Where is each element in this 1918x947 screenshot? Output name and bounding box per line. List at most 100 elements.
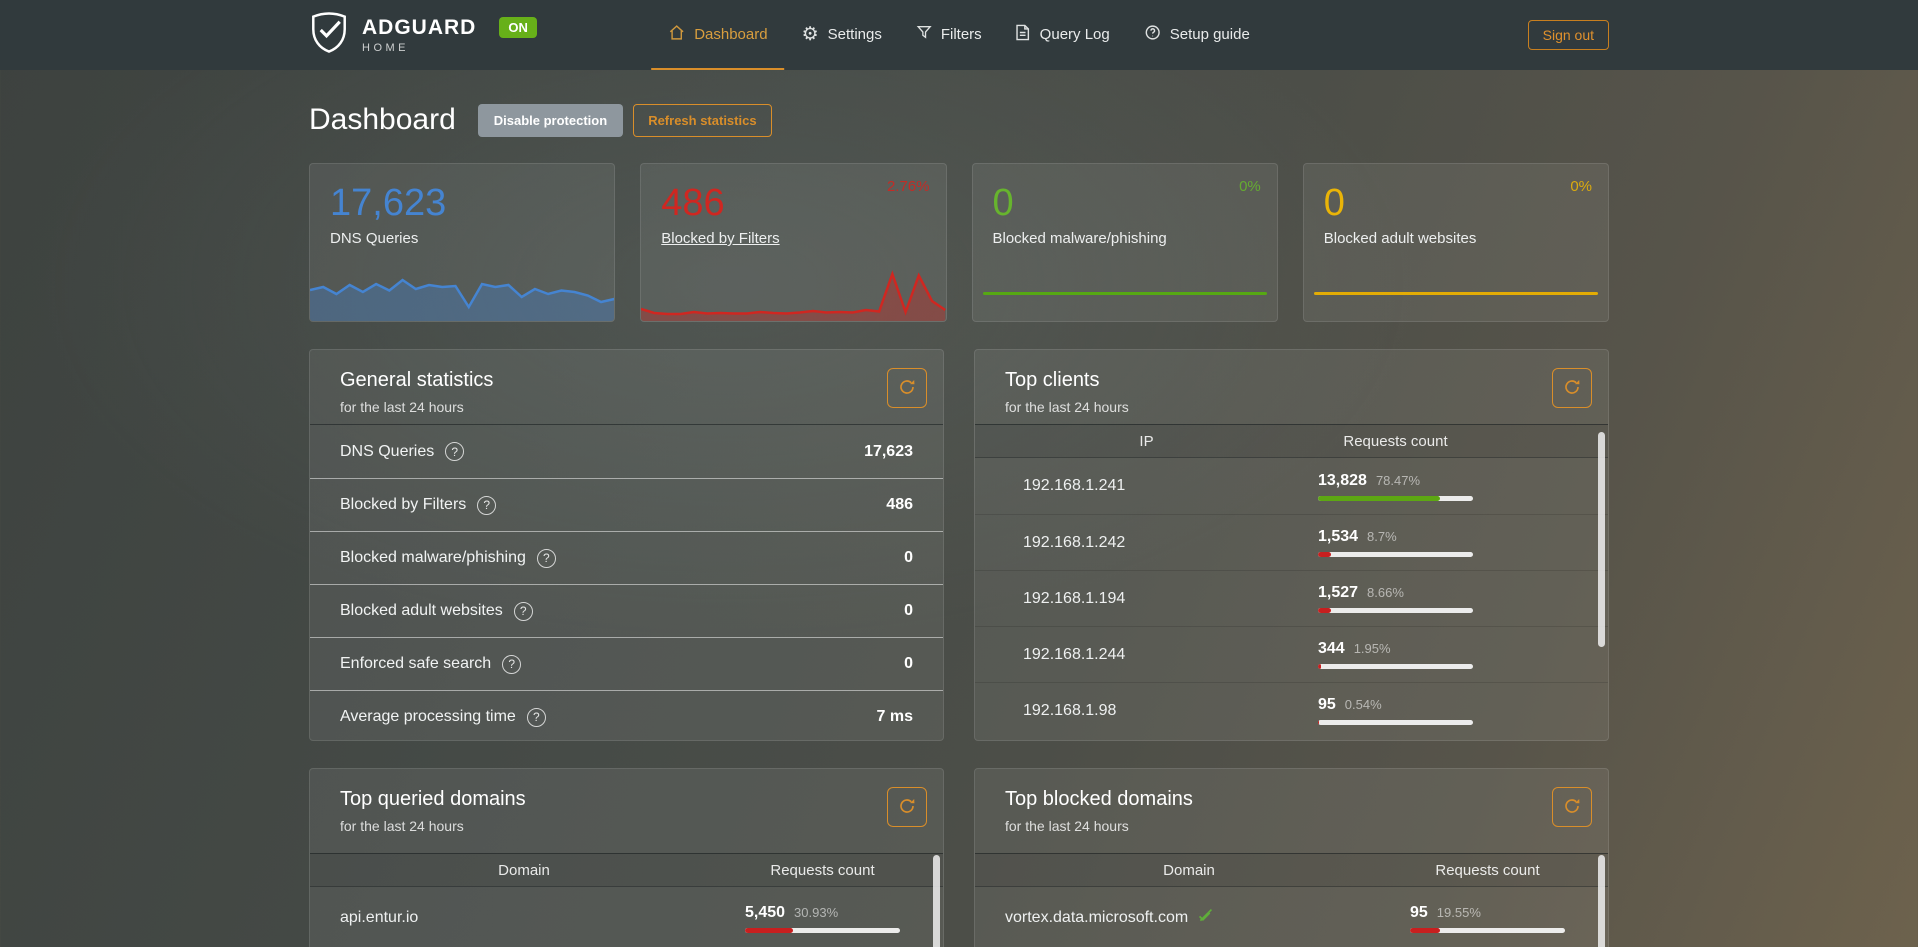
domain-progress-bar (745, 927, 900, 933)
stat-row-value: 0 (904, 549, 913, 566)
refresh-statistics-button[interactable]: Refresh statistics (633, 103, 772, 137)
top-queried-domains-rows: api.entur.io 5,450 30.93% (310, 887, 943, 947)
client-request-percent: 1.95% (1353, 641, 1391, 656)
top-queried-domains-panel: Top queried domains for the last 24 hour… (309, 768, 944, 947)
column-header-domain: Domain (1163, 861, 1215, 879)
blocked-malware-value: 0 (992, 182, 1014, 224)
document-icon (1016, 24, 1031, 45)
nav-item-setup-guide[interactable]: Setup guide (1127, 0, 1267, 70)
column-header-requests-count: Requests count (770, 861, 875, 879)
sign-out-button[interactable]: Sign out (1527, 20, 1609, 50)
top-queried-domains-subtitle: for the last 24 hours (340, 818, 464, 834)
unblock-icon[interactable] (1197, 907, 1214, 929)
domain-request-percent: 19.55% (1436, 904, 1481, 920)
dns-queries-value: 17,623 (330, 182, 447, 224)
stat-row-label: Blocked adult websites (340, 602, 503, 619)
blocked-filters-percent: 2.76% (886, 178, 930, 195)
top-blocked-domains-rows: vortex.data.microsoft.com 95 19.55% (975, 887, 1608, 947)
brand[interactable]: ADGUARD HOME ON (309, 11, 537, 59)
column-header-domain: Domain (498, 861, 550, 879)
brand-sub: HOME (362, 41, 409, 54)
general-statistics-refresh-button[interactable] (887, 368, 927, 408)
blocked-domain-name: vortex.data.microsoft.com (1005, 909, 1189, 926)
client-ip: 192.168.1.241 (1023, 477, 1126, 494)
top-blocked-domains-panel: Top blocked domains for the last 24 hour… (974, 768, 1609, 947)
top-clients-panel: Top clients for the last 24 hours IP Req… (974, 349, 1609, 741)
top-clients-scrollbar[interactable] (1598, 432, 1605, 647)
client-request-count: 13,828 (1318, 471, 1367, 489)
client-progress-bar (1318, 720, 1473, 725)
help-tooltip-icon[interactable] (445, 442, 465, 461)
top-queried-domains-refresh-button[interactable] (887, 787, 927, 827)
refresh-icon (1563, 797, 1581, 818)
stat-row-label: Enforced safe search (340, 655, 492, 672)
top-clients-rows: 192.168.1.241 13,828 78.47% 192.16 (975, 458, 1608, 738)
domain-request-percent: 30.93% (794, 904, 839, 920)
help-tooltip-icon[interactable] (526, 707, 546, 727)
page-title: Dashboard (309, 103, 456, 136)
top-queried-domains-scrollbar[interactable] (933, 855, 940, 947)
blocked-adult-value: 0 (1323, 182, 1345, 224)
stat-row-label: Blocked by Filters (340, 496, 467, 513)
stat-row-label: DNS Queries (340, 442, 435, 460)
help-circle-icon (1144, 24, 1161, 45)
general-statistics-row: Blocked adult websites 0 (310, 584, 943, 637)
domain-progress-bar (1410, 927, 1565, 933)
general-statistics-panel: General statistics for the last 24 hours… (309, 349, 944, 741)
blocked-adult-flat-sparkline (1313, 292, 1598, 295)
gear-icon: ⚙ (801, 23, 819, 45)
client-row: 192.168.1.98 95 0.54% (975, 682, 1608, 738)
dns-queries-sparkline (310, 278, 615, 321)
top-blocked-domains-subtitle: for the last 24 hours (1005, 818, 1129, 834)
general-statistics-title: General statistics (340, 369, 494, 391)
help-tooltip-icon[interactable] (477, 495, 497, 515)
top-clients-title: Top clients (1005, 369, 1100, 391)
stat-row-value: 17,623 (864, 442, 913, 460)
client-ip: 192.168.1.244 (1023, 645, 1126, 663)
client-request-percent: 78.47% (1375, 472, 1421, 488)
top-blocked-domains-refresh-button[interactable] (1552, 787, 1592, 827)
top-blocked-domains-scrollbar[interactable] (1598, 855, 1605, 947)
nav-item-query-log[interactable]: Query Log (999, 0, 1127, 70)
page-head: Dashboard Disable protection Refresh sta… (309, 103, 1609, 137)
client-request-percent: 0.54% (1344, 697, 1382, 712)
nav-menu: Dashboard ⚙ Settings Filters Query Log (651, 0, 1267, 70)
blocked-malware-percent: 0% (1239, 178, 1261, 195)
client-request-count: 1,527 (1318, 584, 1359, 601)
general-statistics-row: DNS Queries 17,623 (310, 425, 943, 478)
dns-queries-label: DNS Queries (330, 230, 419, 247)
blocked-filters-sparkline (641, 270, 946, 321)
blocked-filters-value: 486 (661, 182, 725, 224)
client-progress-bar (1318, 552, 1473, 557)
client-request-count: 95 (1318, 696, 1336, 713)
blocked-adult-card: 0 Blocked adult websites 0% (1302, 163, 1609, 322)
help-tooltip-icon[interactable] (502, 654, 522, 674)
client-row: 192.168.1.241 13,828 78.47% (975, 458, 1608, 514)
client-ip: 192.168.1.98 (1023, 701, 1117, 719)
general-statistics-subtitle: for the last 24 hours (340, 399, 464, 415)
client-request-percent: 8.66% (1367, 585, 1404, 600)
column-header-ip: IP (1139, 432, 1154, 450)
navbar: ADGUARD HOME ON Dashboard ⚙ Settings Fil… (0, 0, 1918, 70)
help-tooltip-icon[interactable] (536, 548, 556, 568)
client-row: 192.168.1.244 344 1.95% (975, 626, 1608, 682)
client-ip: 192.168.1.194 (1023, 589, 1126, 607)
nav-item-settings[interactable]: ⚙ Settings (801, 23, 882, 45)
nav-item-filters[interactable]: Filters (899, 0, 999, 70)
top-blocked-domains-title: Top blocked domains (1005, 788, 1193, 810)
top-clients-refresh-button[interactable] (1552, 368, 1592, 408)
adguard-shield-logo-icon (309, 11, 349, 59)
client-progress-bar (1318, 664, 1473, 669)
stat-row-label: Average processing time (340, 708, 516, 725)
help-tooltip-icon[interactable] (513, 601, 533, 621)
protection-status-badge: ON (499, 17, 537, 38)
client-row: 192.168.1.242 1,534 8.7% (975, 514, 1608, 570)
disable-protection-button[interactable]: Disable protection (477, 103, 624, 137)
blocked-malware-flat-sparkline (982, 292, 1267, 295)
client-progress-bar (1318, 608, 1473, 613)
brand-name: ADGUARD (362, 15, 477, 39)
nav-item-dashboard[interactable]: Dashboard (651, 0, 785, 70)
top-queried-domains-title: Top queried domains (340, 788, 526, 810)
blocked-filters-label-link[interactable]: Blocked by Filters (661, 230, 780, 247)
refresh-icon (1563, 378, 1581, 399)
